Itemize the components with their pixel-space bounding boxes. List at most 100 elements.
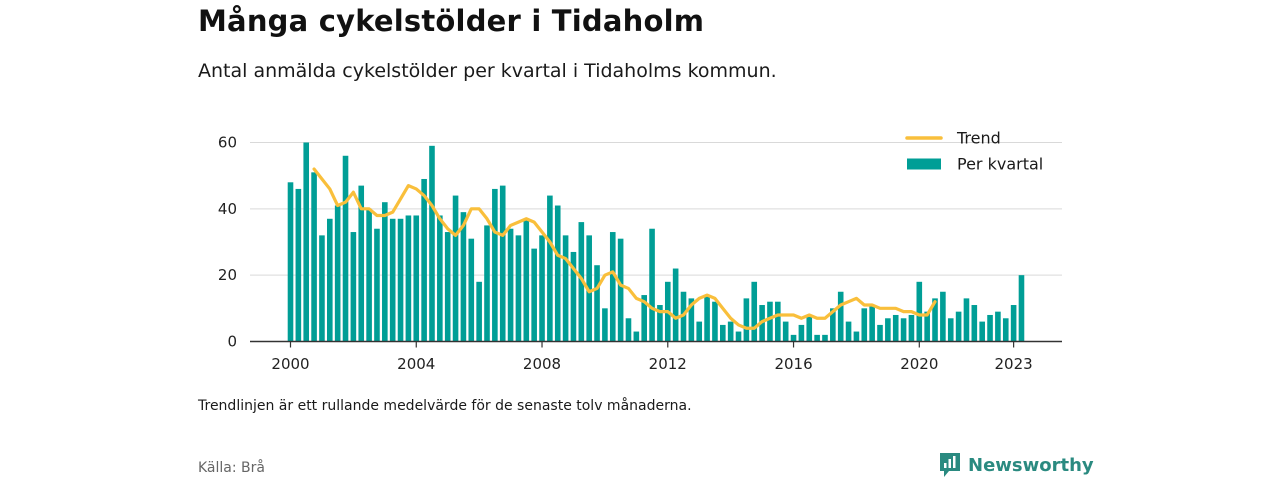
x-tick-label: 2023	[995, 355, 1033, 373]
bar	[429, 145, 435, 342]
bar	[924, 311, 930, 342]
bar	[885, 318, 891, 342]
newsworthy-logo-icon	[940, 453, 960, 477]
chart-subtitle: Antal anmälda cykelstölder per kvartal i…	[198, 60, 777, 82]
bar	[594, 265, 600, 342]
bar	[468, 238, 475, 342]
bar	[735, 331, 742, 342]
bar	[303, 142, 310, 342]
bar	[586, 235, 592, 342]
bar	[830, 308, 836, 342]
legend-label: Trend	[956, 129, 1001, 148]
bar	[712, 301, 718, 342]
bar	[743, 298, 750, 342]
y-tick-label: 60	[218, 134, 237, 152]
brand-name: Newsworthy	[968, 454, 1094, 476]
bar	[523, 218, 530, 342]
bar	[782, 321, 789, 342]
x-tick-label: 2000	[271, 355, 309, 373]
bar	[554, 205, 561, 342]
bar	[602, 308, 608, 342]
bar	[641, 295, 647, 342]
bar	[350, 232, 357, 342]
bar	[570, 251, 577, 342]
x-tick-label: 2004	[397, 355, 435, 373]
bar	[499, 185, 506, 342]
bar	[861, 308, 868, 342]
bar	[311, 172, 317, 342]
bar	[460, 212, 467, 342]
bar	[932, 298, 938, 342]
bar	[397, 218, 404, 342]
bar	[358, 185, 365, 342]
legend-label: Per kvartal	[957, 155, 1043, 174]
bar	[971, 305, 978, 342]
chart-title: Många cykelstölder i Tidaholm	[198, 4, 705, 38]
bar	[649, 228, 655, 342]
bar	[704, 295, 710, 342]
y-tick-label: 20	[218, 266, 237, 284]
bar	[806, 314, 813, 342]
bar	[963, 298, 970, 342]
x-tick-label: 2020	[900, 355, 938, 373]
bar	[751, 281, 758, 342]
trend-line	[312, 167, 937, 330]
bar	[421, 178, 427, 342]
bar	[578, 222, 585, 342]
bar	[389, 218, 396, 342]
x-tick-label: 2008	[523, 355, 561, 373]
bar	[1002, 318, 1009, 342]
bar	[947, 318, 954, 342]
bar	[492, 188, 498, 342]
bar	[327, 218, 333, 342]
bar	[617, 238, 624, 342]
legend: Trend Per kvartal	[905, 129, 1043, 174]
bar	[342, 155, 349, 342]
newsworthy-logo: Newsworthy	[938, 451, 1094, 479]
x-tick-label: 2012	[649, 355, 687, 373]
bar	[382, 202, 388, 342]
bar	[837, 291, 844, 342]
bar	[845, 321, 852, 342]
bar	[547, 195, 553, 342]
bar	[507, 228, 514, 342]
bar	[900, 318, 907, 342]
bar	[1010, 305, 1017, 342]
x-tick-label: 2016	[774, 355, 812, 373]
bar	[798, 324, 805, 342]
bar	[995, 311, 1001, 342]
bar	[609, 232, 616, 342]
y-tick-label: 40	[218, 200, 237, 218]
bar-chart: 0 20 40 60 2000 2004 2008 2012 2016 2020 2023 Tren…	[218, 129, 1062, 373]
bar	[869, 305, 875, 342]
bar	[444, 232, 451, 342]
bar	[908, 314, 915, 342]
bar	[562, 235, 569, 342]
trend-series-line	[312, 167, 937, 330]
bar	[853, 331, 860, 342]
legend-bar-swatch	[907, 158, 941, 170]
bar	[484, 225, 490, 342]
bar	[916, 281, 923, 342]
bar	[452, 195, 459, 342]
bar	[892, 314, 899, 342]
bar	[515, 235, 522, 342]
bar	[657, 305, 663, 342]
bar	[287, 182, 294, 342]
bar	[987, 314, 993, 342]
bar	[955, 311, 962, 342]
bar	[877, 324, 883, 342]
bar	[413, 215, 420, 342]
bar	[539, 235, 545, 342]
bar	[1018, 275, 1025, 342]
bar	[633, 331, 640, 342]
bar	[720, 324, 726, 342]
bar	[940, 291, 946, 342]
source-text: Källa: Brå	[198, 460, 265, 476]
bar	[814, 334, 820, 342]
bar	[437, 215, 443, 342]
bars	[287, 142, 1025, 342]
bar	[319, 235, 325, 342]
bar	[672, 268, 679, 342]
bar	[688, 298, 695, 342]
